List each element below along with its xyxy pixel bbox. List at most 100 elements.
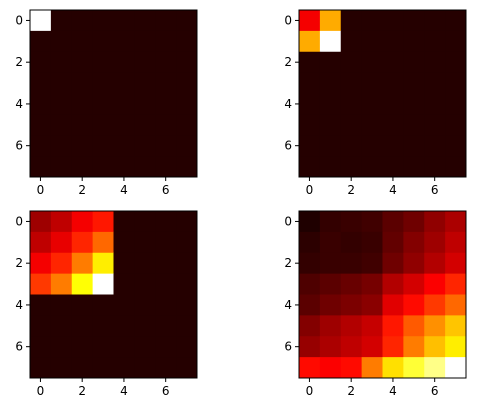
heatmap-cell [403,357,425,379]
heatmap-cell [361,357,383,379]
heatmap-cell [319,114,342,136]
heatmap-cell [113,294,135,316]
heatmap-cell [155,72,177,94]
heatmap-cell [361,72,383,94]
heatmap-cell [340,336,363,358]
y-tick-label: 6 [284,139,292,153]
heatmap-cell [424,252,446,275]
x-tick-label: 0 [306,183,314,197]
heatmap-cell [113,252,135,275]
heatmap-cell [424,336,446,358]
heatmap-cell [176,72,198,94]
heatmap-cell [134,273,156,295]
heatmap-cell [30,135,52,157]
heatmap-cell [424,30,446,53]
heatmap-cell [134,30,156,53]
y-tick-label: 2 [15,256,23,270]
heatmap-cell [403,135,425,157]
heatmap-cell [155,273,177,295]
heatmap-cell [424,72,446,94]
heatmap-cell [299,30,321,53]
heatmap-cell [299,294,321,316]
y-tick-label: 4 [284,97,292,111]
heatmap-cell [445,231,467,254]
heatmap-cell [50,156,73,178]
y-tick-label: 0 [15,214,23,228]
heatmap-cell [382,315,404,337]
heatmap-cell [403,315,425,337]
heatmap-cell [424,93,446,115]
heatmap-cell [155,30,177,53]
heatmap-cell [134,156,156,178]
heatmap-cell [30,51,52,74]
y-tick-label: 0 [284,13,292,27]
heatmap-cell [155,315,177,337]
heatmap-cell [445,156,467,178]
heatmap-cell [113,211,135,233]
y-tick-label: 6 [15,139,23,153]
heatmap-cell [445,10,467,32]
heatmap-cell [134,114,156,136]
heatmap-cell [403,93,425,115]
heatmap-cell [382,10,404,32]
heatmap-cell [134,135,156,157]
heatmap-cell [71,357,94,379]
axes-frame [298,9,467,178]
heatmap-cell [113,156,135,178]
heatmap-cell [92,357,114,379]
y-tick-label: 6 [15,340,23,354]
heatmap-cell [340,51,363,74]
heatmap-cell [50,93,73,115]
y-tick-label: 2 [284,256,292,270]
heatmap-cell [155,114,177,136]
heatmap-cell [71,294,94,316]
heatmap-cell [319,156,342,178]
heatmap-cell [445,93,467,115]
heatmap-cell [176,211,198,233]
x-tick-label: 6 [431,183,439,197]
heatmap-cell [382,211,404,233]
heatmap-cell [424,294,446,316]
heatmap-cell [134,211,156,233]
heatmap-cell [113,93,135,115]
heatmap-cell [155,135,177,157]
heatmap-cell [424,211,446,233]
heatmap-cell [50,357,73,379]
heatmap-cell [176,30,198,53]
heatmap-cell [445,72,467,94]
heatmap-cell [403,114,425,136]
heatmap-cell [403,336,425,358]
heatmap-cell [92,231,114,254]
heatmap-cell [155,252,177,275]
heatmap-cell [71,114,94,136]
heatmap-cell [340,114,363,136]
heatmap-cell [71,156,94,178]
heatmap-cell [71,51,94,74]
heatmap-cell [155,336,177,358]
heatmap-cell [50,273,73,295]
heatmap-cell [50,252,73,275]
heatmap-cell [340,252,363,275]
heatmap-cell [319,30,342,53]
x-tick-label: 2 [347,183,355,197]
heatmap-cell [30,10,52,32]
heatmap-cell [71,10,94,32]
heatmap-cell [382,252,404,275]
heatmap-cell [176,114,198,136]
heatmap-cell [382,357,404,379]
heatmap-cell [134,51,156,74]
heatmap-cell [445,30,467,53]
heatmap-cell [340,294,363,316]
x-tick-label: 4 [389,183,397,197]
heatmap-cell [71,30,94,53]
axes-frame [29,9,198,178]
heatmap-cell [176,231,198,254]
x-tick-label: 0 [37,384,45,398]
y-tick-label: 2 [284,55,292,69]
x-tick-label: 6 [431,384,439,398]
heatmap-cell [113,135,135,157]
axes-frame [298,210,467,379]
heatmap-panel-3: 0 2 4 6 0 2 4 6 [15,210,198,398]
heatmap-cell [176,273,198,295]
heatmap-cell [382,156,404,178]
